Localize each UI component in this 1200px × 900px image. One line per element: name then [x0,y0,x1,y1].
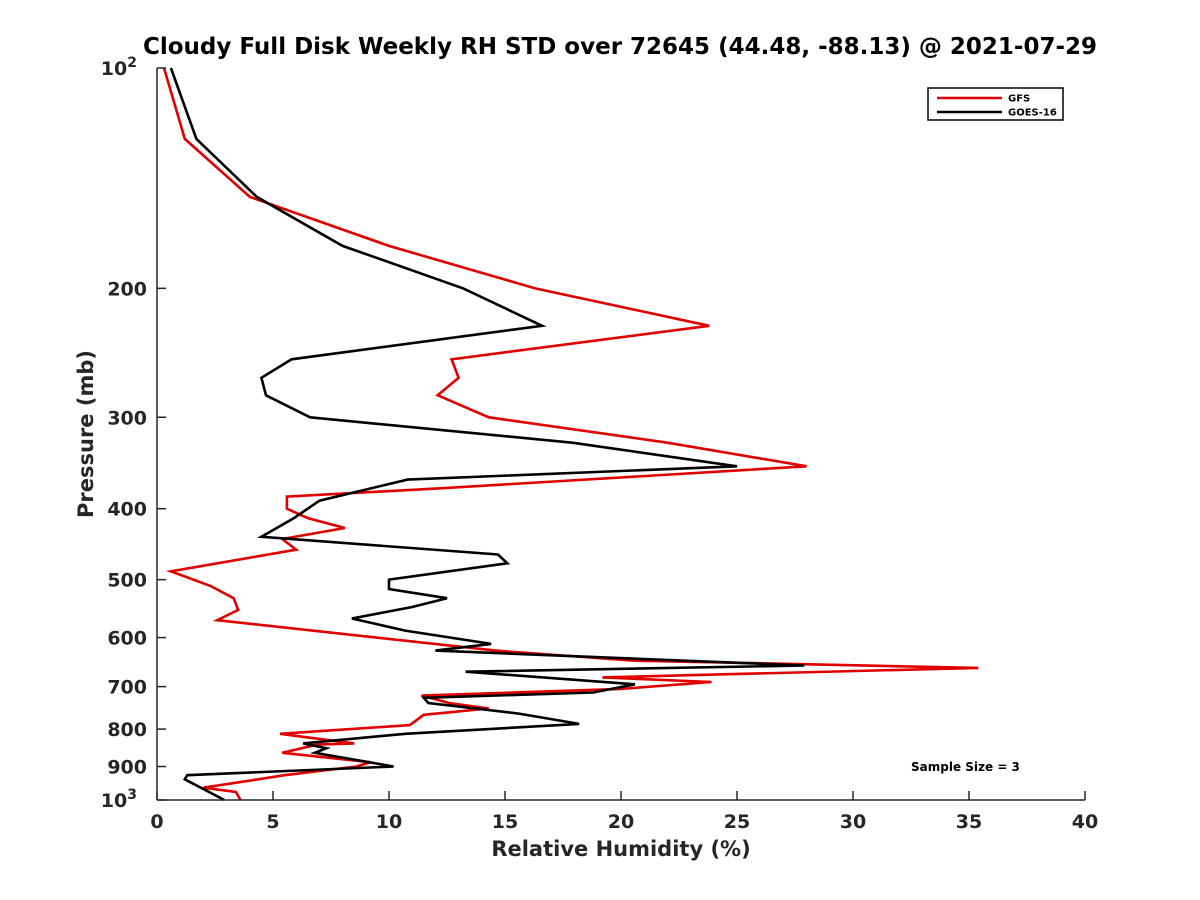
x-tick-label-40: 40 [1072,811,1098,833]
y-tick-label-200: 200 [107,278,147,300]
x-tick-label-20: 20 [608,811,634,833]
legend-label-goes-16: GOES-16 [1008,108,1057,119]
x-tick-label-15: 15 [492,811,518,833]
x-tick-label-35: 35 [956,811,982,833]
x-axis-label: Relative Humidity (%) [491,837,750,861]
y-tick-label-900: 900 [107,757,147,779]
y-tick-label-700: 700 [107,677,147,699]
legend-entries: GFS GOES-16 [937,94,1057,119]
series-layer [162,67,979,802]
chart-title: Cloudy Full Disk Weekly RH STD over 7264… [143,34,1097,60]
x-axis: 0 5 10 15 20 25 30 35 40 [150,791,1098,833]
y-tick-label-600: 600 [107,628,147,650]
y-axis-label: Pressure (mb) [74,350,98,518]
series-line-goes-16 [169,67,805,802]
legend: GFS GOES-16 [927,87,1064,121]
x-tick-label-25: 25 [724,811,750,833]
series-line-gfs [162,67,979,801]
legend-label-gfs: GFS [1008,94,1030,105]
y-tick-label-1000: 103 [101,787,137,812]
y-tick-label-300: 300 [107,407,147,429]
plot-area [156,67,1085,802]
x-tick-label-30: 30 [840,811,866,833]
x-tick-label-10: 10 [376,811,402,833]
y-tick-label-800: 800 [107,719,147,741]
sample-size-annotation: Sample Size = 3 [911,760,1020,774]
x-tick-label-5: 5 [266,811,279,833]
y-axis: 102 200 300 400 500 600 700 800 900 103 [101,55,166,812]
y-tick-label-500: 500 [107,570,147,592]
x-tick-label-0: 0 [150,811,163,833]
y-tick-label-100: 102 [101,55,137,80]
y-tick-label-400: 400 [107,499,147,521]
legend-box [927,87,1064,121]
